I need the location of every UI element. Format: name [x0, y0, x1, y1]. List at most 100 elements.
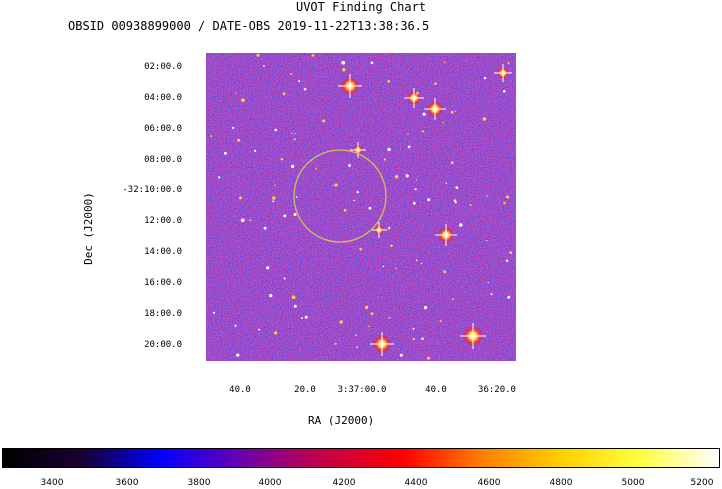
faint-star	[487, 281, 489, 284]
dec-tick-label: 08:00.0	[144, 155, 182, 165]
faint-star	[407, 133, 409, 135]
faint-star	[407, 145, 411, 149]
faint-star	[415, 259, 418, 262]
faint-star	[443, 270, 447, 274]
colorbar	[2, 448, 720, 468]
colorbar-tick-label: 3400	[40, 478, 64, 488]
faint-star	[486, 195, 488, 197]
faint-star	[269, 294, 273, 298]
faint-star	[442, 121, 444, 124]
dec-tick-label: -32:10:00.0	[122, 185, 182, 195]
chart-subtitle: OBSID 00938899000 / DATE-OBS 2019-11-22T…	[68, 19, 430, 33]
faint-star	[405, 174, 409, 178]
faint-star	[422, 112, 426, 116]
faint-star	[394, 175, 399, 179]
faint-star	[295, 196, 298, 198]
faint-star	[443, 61, 446, 64]
faint-star	[455, 186, 459, 190]
faint-star	[283, 214, 287, 218]
faint-star	[293, 213, 297, 216]
faint-star	[322, 119, 326, 123]
faint-star	[395, 267, 397, 269]
dec-tick-label: 06:00.0	[144, 124, 182, 134]
faint-star	[388, 316, 391, 319]
faint-star	[258, 328, 261, 331]
faint-star	[342, 68, 346, 72]
faint-star	[390, 244, 393, 248]
faint-star	[291, 295, 296, 299]
dec-tick-label: 14:00.0	[144, 247, 182, 257]
faint-star	[503, 201, 506, 204]
faint-star	[291, 132, 293, 135]
faint-star	[416, 91, 419, 95]
faint-star	[274, 128, 278, 132]
faint-star	[424, 305, 428, 310]
ra-tick-label: 36:20.0	[478, 385, 516, 395]
faint-star	[412, 201, 416, 205]
ra-tick-label: 20.0	[294, 385, 316, 395]
faint-star	[254, 149, 257, 152]
colorbar-tick-label: 3800	[187, 478, 211, 488]
faint-star	[353, 199, 355, 202]
faint-star	[274, 331, 278, 335]
faint-star	[445, 182, 448, 184]
faint-star	[334, 342, 337, 345]
faint-star	[507, 61, 510, 64]
faint-star	[239, 196, 242, 200]
colorbar-tick-label: 4800	[549, 478, 573, 488]
faint-star	[439, 320, 442, 322]
faint-star	[341, 60, 346, 65]
sky-image[interactable]	[206, 53, 516, 361]
faint-star	[290, 73, 293, 75]
faint-star	[355, 334, 357, 336]
faint-star	[421, 130, 424, 133]
faint-star	[263, 65, 265, 67]
faint-star	[256, 53, 260, 57]
faint-star	[370, 61, 374, 65]
colorbar-tick-label: 4000	[258, 478, 282, 488]
faint-star	[212, 311, 216, 314]
colorbar-tick-label: 4600	[477, 478, 501, 488]
faint-star	[483, 77, 487, 80]
faint-star	[387, 226, 391, 230]
faint-star	[218, 176, 221, 179]
faint-star	[370, 312, 374, 316]
target-region-circle[interactable]	[293, 149, 387, 243]
faint-star	[368, 325, 370, 328]
colorbar-tick-label: 4400	[404, 478, 428, 488]
faint-star	[454, 201, 457, 204]
faint-star	[210, 135, 213, 138]
faint-star	[274, 184, 276, 187]
faint-star	[486, 240, 488, 242]
faint-star	[450, 161, 454, 164]
dec-tick-label: 18:00.0	[144, 309, 182, 319]
faint-star	[293, 138, 296, 141]
dec-tick-label: 04:00.0	[144, 93, 182, 103]
faint-star	[359, 247, 362, 251]
faint-star	[234, 324, 237, 327]
ra-tick-label: 40.0	[425, 385, 447, 395]
faint-star	[343, 208, 347, 212]
faint-star	[415, 179, 418, 181]
faint-star	[280, 158, 284, 161]
chart-title: UVOT Finding Chart	[295, 0, 427, 14]
faint-star	[237, 138, 241, 142]
dec-tick-label: 02:00.0	[144, 62, 182, 72]
faint-star	[301, 317, 303, 319]
faint-star	[290, 164, 295, 169]
faint-star	[241, 98, 245, 102]
faint-star	[356, 190, 359, 194]
faint-star	[236, 353, 240, 357]
faint-star	[241, 218, 245, 223]
dec-tick-label: 12:00.0	[144, 216, 182, 226]
faint-star	[434, 82, 437, 85]
faint-star	[506, 195, 510, 199]
stars-layer	[210, 53, 513, 360]
faint-star	[293, 304, 297, 308]
faint-star	[421, 337, 424, 341]
faint-star	[469, 204, 472, 207]
faint-star	[420, 262, 423, 265]
faint-star	[383, 158, 386, 161]
faint-star	[427, 198, 431, 202]
faint-star	[412, 338, 415, 341]
